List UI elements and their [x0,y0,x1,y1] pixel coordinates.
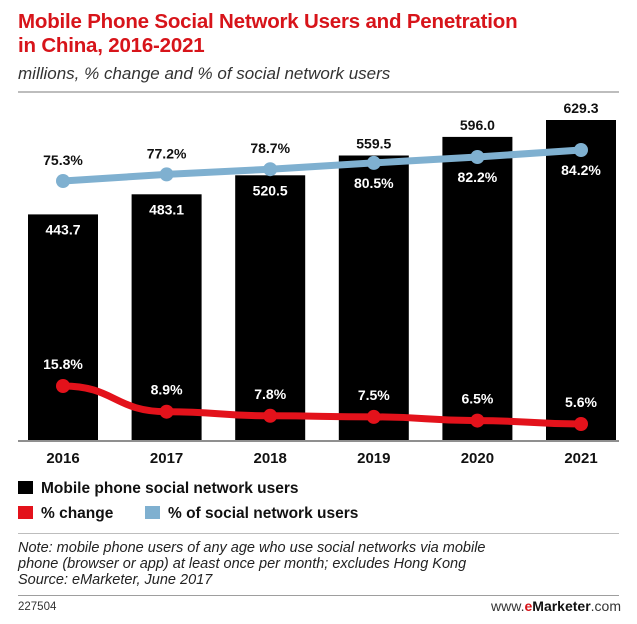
logo-e: e [524,598,533,614]
chart-subtitle: millions, % change and % of social netwo… [18,64,391,83]
x-tick-2021: 2021 [564,450,597,467]
change-line [59,382,585,428]
share-point-2020 [470,150,485,164]
bar-label-2019: 559.5 [356,136,391,152]
bar-2017 [131,194,202,440]
share-point-2021 [574,143,588,157]
footer-divider [18,595,619,596]
note-divider [18,533,619,534]
chart-title: Mobile Phone Social Network Users and Pe… [18,10,618,58]
bar-label-2020: 596.0 [460,117,495,133]
x-tick-2020: 2020 [461,450,494,467]
bar-label-2021: 629.3 [563,100,598,116]
chart-title-line-2: in China, 2016-2021 [18,34,205,57]
bar-2016 [28,214,98,440]
legend-swatch-bars [18,481,33,494]
x-tick-2017: 2017 [150,450,183,467]
logo-name: Marketer [532,598,591,614]
legend-item-bars: Mobile phone social network users [18,480,299,498]
legend-item-share: % of social network users [145,505,358,523]
legend-label-bars: Mobile phone social network users [41,480,299,497]
top-divider [18,91,619,93]
chart-id: 227504 [18,601,57,613]
emarketer-logo: www.eMarketer.com [491,598,621,614]
share-point-2018 [263,162,278,177]
source-line: Source: eMarketer, June 2017 [18,572,213,588]
bar-2018 [235,175,306,441]
bar-label-2016: 443.7 [45,221,80,237]
chart-title-line-1: Mobile Phone Social Network Users and Pe… [18,10,518,33]
legend-label-change: % change [41,505,114,522]
share-label-2018: 78.7% [250,140,290,156]
change-label-2018: 7.8% [254,386,286,402]
change-label-2020: 6.5% [461,391,493,407]
x-tick-2016: 2016 [46,450,79,467]
change-point-2017 [159,404,174,419]
logo-prefix: www. [491,598,525,614]
change-label-2019: 7.5% [358,387,390,403]
legend-swatch-share [145,506,160,519]
change-point-2019 [366,409,381,424]
change-point-2021 [574,417,588,431]
bar-2019 [338,155,409,440]
note-line-2: phone (browser or app) at least once per… [18,556,467,572]
bar-label-2018: 520.5 [253,182,288,198]
share-point-2017 [159,167,174,182]
change-label-2016: 15.8% [43,356,83,372]
share-label-2016: 75.3% [43,152,83,168]
legend-swatch-change [18,506,33,519]
change-point-2018 [263,408,278,423]
x-tick-2019: 2019 [357,450,390,467]
legend-item-change: % change [18,505,113,523]
change-point-2016 [56,379,70,393]
bar-2021 [546,120,616,440]
chart-note: Note: mobile phone users of any age who … [18,540,623,588]
x-tick-2018: 2018 [254,450,287,467]
share-point-2019 [366,155,381,170]
share-label-2021: 84.2% [561,162,601,178]
share-label-2017: 77.2% [147,145,187,161]
combo-chart: 443.7 483.1 520.5 559.5 596.0 629.3 75.3% 77.2%… [18,100,619,467]
bar-label-2017: 483.1 [149,201,184,217]
change-point-2020 [470,413,485,428]
note-line-1: Note: mobile phone users of any age who … [18,540,486,556]
legend-label-share: % of social network users [168,505,359,522]
logo-suffix: .com [590,598,621,614]
bar-2020 [442,136,513,440]
share-label-2020: 82.2% [458,169,498,185]
share-label-2019: 80.5% [354,175,394,191]
change-label-2021: 5.6% [565,394,597,410]
share-line [59,146,585,185]
change-label-2017: 8.9% [151,382,183,398]
share-point-2016 [56,174,70,188]
